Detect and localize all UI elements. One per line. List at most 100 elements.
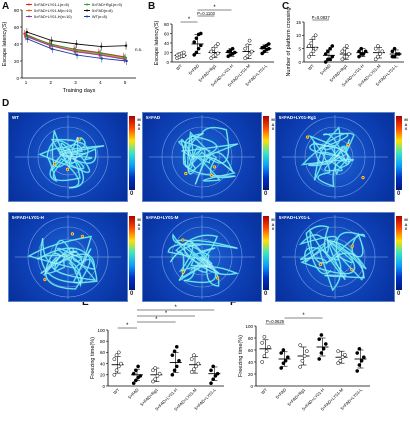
heat-hotspot-core — [210, 174, 213, 177]
a-legend-marker — [86, 9, 88, 12]
b-sig-label: * — [213, 5, 216, 11]
b-data-point — [245, 43, 250, 48]
f-y-tick-label: 20 — [248, 372, 254, 377]
c-data-point — [347, 52, 351, 56]
f-y-axis-label: Freezing time(%) — [238, 335, 244, 377]
e-y-tick-label: 80 — [100, 339, 106, 344]
c-data-point — [330, 54, 335, 59]
b-data-point — [232, 50, 237, 55]
f-data-point — [266, 345, 271, 349]
e-data-point — [114, 368, 119, 373]
colorbar — [396, 116, 402, 190]
c-data-point — [376, 44, 380, 48]
c-data-point — [311, 36, 316, 40]
b-y-axis-label: Escape latency(S) — [154, 21, 160, 66]
c-data-point — [340, 57, 345, 62]
b-data-point — [192, 40, 197, 44]
c-data-point — [326, 49, 330, 54]
e-y-tick-label: 20 — [100, 373, 106, 378]
c-data-point — [373, 46, 378, 51]
e-data-point — [134, 368, 138, 373]
a-data-point — [75, 42, 78, 46]
b-y-tick-label: 20 — [164, 50, 170, 55]
c-y-axis-label: Number of platform crossing — [286, 7, 292, 76]
a-data-point — [99, 52, 102, 55]
c-data-point — [323, 60, 328, 64]
a-data-point — [125, 59, 128, 63]
a-y-tick-label: 80 — [14, 8, 20, 13]
c-data-point — [342, 46, 347, 51]
e-sig-label: * — [165, 311, 168, 317]
f-data-point — [300, 358, 305, 363]
c-y-tick-label: 15 — [296, 20, 302, 25]
swim-path-highlight — [28, 236, 98, 290]
heat-hotspot-core — [319, 263, 322, 266]
e-data-point — [172, 349, 177, 354]
e-data-point — [215, 371, 220, 376]
e-data-point — [151, 368, 155, 373]
e-x-tick-label: 5×FAD+Rg1 — [139, 387, 159, 407]
c-data-point — [390, 49, 395, 54]
a-x-axis-label: Training days — [63, 88, 96, 94]
heatmap-trace-canvas — [15, 215, 121, 299]
f-data-point — [281, 348, 286, 352]
f-data-point — [317, 357, 322, 361]
c-data-point — [357, 54, 361, 59]
e-data-point — [213, 374, 218, 378]
f-data-point — [357, 346, 362, 351]
b-data-point — [194, 50, 199, 55]
heat-hotspot-core — [182, 271, 185, 273]
e-data-point — [119, 361, 123, 366]
e-data-point — [172, 368, 177, 373]
colorbar-min-label: 0 — [397, 191, 401, 197]
heat-hotspot-core — [184, 172, 187, 175]
a-data-point — [100, 45, 103, 48]
f-data-point — [321, 346, 326, 351]
c-x-tick-label: WT — [307, 63, 315, 71]
f-data-point — [319, 333, 324, 337]
swim-path-highlight — [302, 127, 355, 187]
heatmap-title: WT — [12, 115, 19, 120]
heat-hotspot-core — [71, 233, 74, 235]
f-data-point — [264, 349, 269, 354]
f-y-tick-label: 60 — [248, 348, 254, 353]
f-y-tick-label: 40 — [248, 360, 254, 365]
f-y-tick-label: 100 — [245, 324, 253, 329]
c-data-point — [363, 49, 368, 54]
f-data-point — [283, 358, 288, 363]
c-data-point — [307, 54, 311, 59]
f-data-point — [279, 351, 284, 355]
b-data-point — [198, 43, 203, 48]
e-data-point — [157, 371, 162, 376]
b-data-point — [211, 46, 216, 51]
a-x-tick-label: 4 — [99, 80, 102, 85]
a-x-tick-label: 1 — [25, 80, 28, 85]
c-data-point — [357, 49, 361, 54]
panel-label-b: B — [148, 1, 156, 12]
f-data-point — [340, 355, 345, 360]
c-data-point — [323, 52, 328, 56]
heat-hotspot-core — [81, 235, 84, 238]
f-data-point — [260, 340, 265, 345]
f-data-point — [336, 361, 341, 366]
a-legend-label: 5×FAD+Rg1(n=9) — [92, 3, 123, 7]
chart-a-escape-latency-line: 0 20 40 60 80 1 2 3 4 5 Training days Escape latenc… — [2, 3, 142, 94]
b-y-tick-label: 80 — [164, 22, 170, 27]
a-data-point — [124, 44, 128, 47]
b-x-tick-label: 5×FAD — [188, 63, 201, 76]
heatmap-panel: 5×FAD+LY01-Rg1 — [275, 112, 395, 202]
heat-hotspot-core — [351, 245, 354, 247]
c-data-point — [378, 52, 382, 56]
c-data-point — [313, 33, 318, 38]
heatmap-title: 5×FAD+LY01-Rg1 — [279, 115, 317, 120]
heatmap-title: 5×FAD — [146, 115, 161, 120]
b-data-point — [247, 38, 252, 43]
a-legend-marker — [86, 15, 88, 18]
heatmap-panel: 5×FAD — [142, 112, 262, 202]
f-data-point — [260, 360, 265, 364]
b-data-point — [194, 36, 199, 41]
b-sig-label: P=0.1103 — [197, 11, 215, 16]
